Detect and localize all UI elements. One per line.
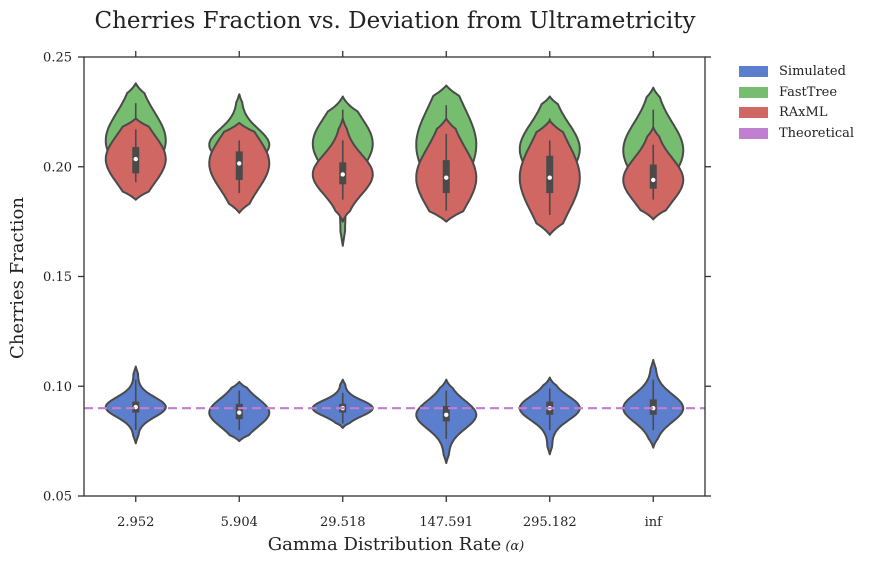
x-axis-label-text: Gamma Distribution Rate bbox=[268, 534, 502, 555]
y-tick-label-0: 0.05 bbox=[43, 490, 72, 505]
violins-layer bbox=[104, 82, 685, 465]
median-dot-raxml-5 bbox=[651, 177, 656, 183]
y-tick-label-2: 0.15 bbox=[43, 270, 72, 285]
iqr-box-raxml-4 bbox=[546, 155, 554, 194]
legend-label-theoretical: Theoretical bbox=[779, 125, 855, 141]
plot-frame bbox=[83, 56, 706, 497]
median-dot-simulated-1 bbox=[237, 410, 242, 415]
legend-item-raxml: RAxML bbox=[739, 102, 854, 123]
legend-label-raxml: RAxML bbox=[779, 105, 828, 121]
legend-swatch-simulated bbox=[739, 65, 768, 77]
legend-swatch-fasttree bbox=[739, 86, 768, 98]
y-axis-label: Cherries Fraction bbox=[7, 197, 28, 359]
x-axis-label: Gamma Distribution Rate (α) bbox=[268, 534, 525, 555]
legend-item-fasttree: FastTree bbox=[739, 82, 854, 103]
median-dot-raxml-4 bbox=[547, 175, 552, 180]
median-dot-raxml-0 bbox=[133, 156, 138, 162]
x-tick-label-4: 295.182 bbox=[523, 515, 577, 530]
x-tick-label-1: 5.904 bbox=[221, 515, 258, 530]
y-axis-ticks: 0.05 0.10 0.15 0.20 0.25 bbox=[43, 51, 711, 505]
x-tick-label-2: 29.518 bbox=[320, 515, 366, 530]
y-tick-label-1: 0.10 bbox=[43, 380, 72, 395]
x-axis-label-symbol: (α) bbox=[505, 539, 524, 554]
x-tick-label-3: 147.591 bbox=[419, 515, 473, 530]
x-axis-ticks: 2.952 5.904 29.518 147.591 295.182 inf bbox=[117, 51, 663, 530]
x-tick-label-0: 2.952 bbox=[117, 515, 154, 530]
y-tick-label-4: 0.25 bbox=[43, 51, 72, 66]
legend: Simulated FastTree RAxML Theoretical bbox=[739, 61, 854, 144]
legend-item-simulated: Simulated bbox=[739, 61, 854, 82]
median-dot-raxml-1 bbox=[237, 161, 242, 166]
legend-swatch-theoretical bbox=[739, 127, 768, 139]
iqr-box-raxml-5 bbox=[649, 164, 657, 189]
y-tick-label-3: 0.20 bbox=[43, 160, 72, 175]
median-dot-simulated-3 bbox=[444, 412, 449, 417]
x-tick-label-5: inf bbox=[645, 515, 664, 530]
legend-item-theoretical: Theoretical bbox=[739, 123, 854, 144]
median-dot-raxml-2 bbox=[340, 172, 345, 177]
legend-swatch-raxml bbox=[739, 107, 768, 119]
median-dot-raxml-3 bbox=[444, 175, 449, 180]
legend-label-fasttree: FastTree bbox=[779, 84, 838, 100]
legend-label-simulated: Simulated bbox=[779, 63, 846, 79]
chart-title: Cherries Fraction vs. Deviation from Ult… bbox=[95, 8, 696, 34]
